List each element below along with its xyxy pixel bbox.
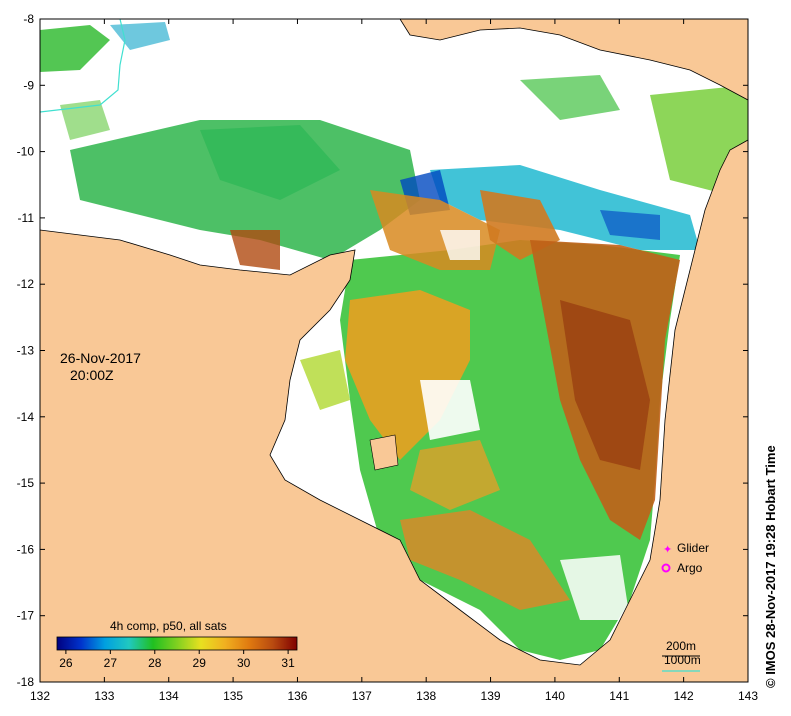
colorbar-tick-label: 27	[104, 656, 118, 670]
y-tick-label: -11	[18, 211, 35, 225]
y-tick-label: -8	[23, 12, 34, 26]
colorbar-tick-label: 29	[193, 656, 207, 670]
y-tick-label: -14	[17, 410, 35, 424]
date-label: 26-Nov-2017	[60, 350, 141, 366]
y-tick-label: -10	[17, 145, 35, 159]
isobath-1000m	[40, 19, 126, 113]
colorbar-gradient	[56, 636, 298, 651]
new-guinea-land	[399, 19, 748, 101]
x-tick-label: 141	[609, 689, 629, 703]
y-tick-label: -18	[17, 675, 35, 689]
x-tick-label: 140	[545, 689, 565, 703]
x-tick-label: 143	[738, 689, 758, 703]
y-tick-label: -15	[17, 476, 35, 490]
argo-marker	[661, 563, 671, 573]
x-tick-label: 134	[159, 689, 179, 703]
x-tick-label: 138	[416, 689, 436, 703]
glider-marker: ✦	[663, 543, 672, 556]
credit-text: © IMOS 28-Nov-2017 19:28 Hobart Time	[763, 445, 778, 688]
x-axis: 132 133 134 135 136 137 138 139 140 141 142 143	[30, 19, 758, 703]
glider-label: Glider	[677, 541, 709, 555]
contour-200m-label: 200m	[666, 639, 696, 653]
y-tick-label: -13	[17, 344, 35, 358]
land-layer	[40, 19, 748, 682]
sst-data-layer	[40, 22, 748, 660]
contour-1000m-label: 1000m	[664, 653, 701, 667]
colorbar-tick-label: 31	[281, 656, 295, 670]
y-tick-label: -9	[23, 78, 34, 92]
colorbar-title: 4h comp, p50, all sats	[110, 619, 227, 633]
colorbar: 4h comp, p50, all sats 26 27 28 29 30 31	[56, 619, 298, 670]
y-tick-label: -17	[17, 609, 35, 623]
x-tick-label: 133	[94, 689, 114, 703]
legend: ✦ Glider Argo	[661, 541, 709, 575]
y-axis: -8 -9 -10 -11 -12 -13 -14 -15 -16 -17 -18	[17, 12, 748, 689]
x-tick-label: 132	[30, 689, 50, 703]
y-tick-label: -12	[17, 277, 35, 291]
australia-land	[40, 139, 748, 682]
y-tick-label: -16	[17, 542, 35, 556]
argo-label: Argo	[677, 561, 703, 575]
colorbar-tick-label: 28	[148, 656, 162, 670]
x-tick-label: 139	[481, 689, 501, 703]
x-tick-label: 142	[674, 689, 694, 703]
colorbar-tick-label: 26	[59, 656, 73, 670]
x-tick-label: 137	[352, 689, 372, 703]
colorbar-tick-label: 30	[237, 656, 251, 670]
island	[369, 434, 399, 471]
x-tick-label: 136	[287, 689, 307, 703]
time-label: 20:00Z	[70, 367, 114, 383]
x-tick-label: 135	[223, 689, 243, 703]
contour-legend: 200m 1000m	[662, 639, 701, 672]
